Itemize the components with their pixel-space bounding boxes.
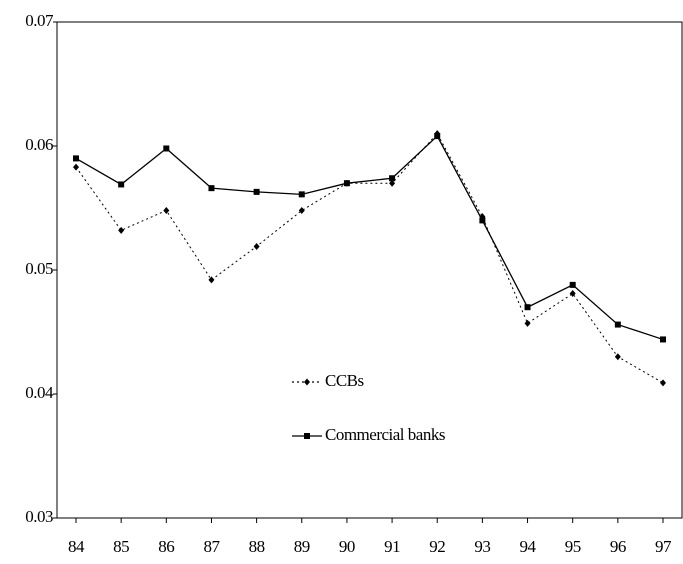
legend-marker: [304, 433, 310, 439]
x-tick-label: 92: [429, 537, 445, 556]
data-point: [614, 353, 621, 361]
data-point: [118, 181, 125, 188]
data-point: [343, 180, 350, 187]
data-point: [253, 242, 260, 250]
data-point: [524, 319, 531, 327]
x-tick-label: 96: [610, 537, 626, 556]
data-point: [569, 281, 576, 288]
data-point: [569, 290, 576, 298]
x-tick-label: 87: [203, 537, 220, 556]
y-tick-label: 0.07: [25, 11, 54, 30]
data-point: [253, 188, 260, 195]
data-point: [118, 226, 125, 234]
data-point: [73, 163, 79, 171]
x-tick-label: 97: [655, 537, 672, 556]
y-tick-label: 0.03: [25, 507, 53, 526]
x-tick-label: 95: [565, 537, 581, 556]
data-point: [163, 206, 170, 214]
data-point: [73, 155, 79, 162]
x-tick-label: 90: [339, 537, 355, 556]
x-tick-label: 93: [474, 537, 490, 556]
data-point: [614, 321, 621, 328]
legend-label: Commercial banks: [325, 425, 445, 444]
series-line: [75, 135, 664, 341]
series-line: [75, 132, 664, 384]
legend-marker: [304, 378, 310, 386]
x-tick-label: 94: [520, 537, 537, 556]
x-tick-label: 84: [68, 537, 85, 556]
x-tick-label: 86: [158, 537, 174, 556]
data-point: [660, 336, 666, 343]
x-tick-label: 88: [249, 537, 265, 556]
data-point: [389, 179, 396, 187]
legend-label: CCBs: [325, 371, 364, 390]
y-tick-label: 0.05: [25, 259, 53, 278]
data-point: [163, 145, 170, 152]
data-point: [389, 175, 396, 182]
data-point: [524, 304, 531, 311]
x-tick-label: 85: [113, 537, 129, 556]
data-point: [208, 276, 215, 284]
data-point: [208, 185, 215, 192]
y-tick-label: 0.06: [25, 135, 53, 154]
data-point: [298, 191, 305, 198]
data-point: [479, 217, 486, 224]
data-point: [660, 379, 666, 387]
data-point: [298, 206, 305, 214]
y-tick-label: 0.04: [25, 383, 54, 402]
x-tick-label: 89: [294, 537, 310, 556]
data-point: [434, 133, 441, 140]
x-tick-label: 91: [384, 537, 400, 556]
